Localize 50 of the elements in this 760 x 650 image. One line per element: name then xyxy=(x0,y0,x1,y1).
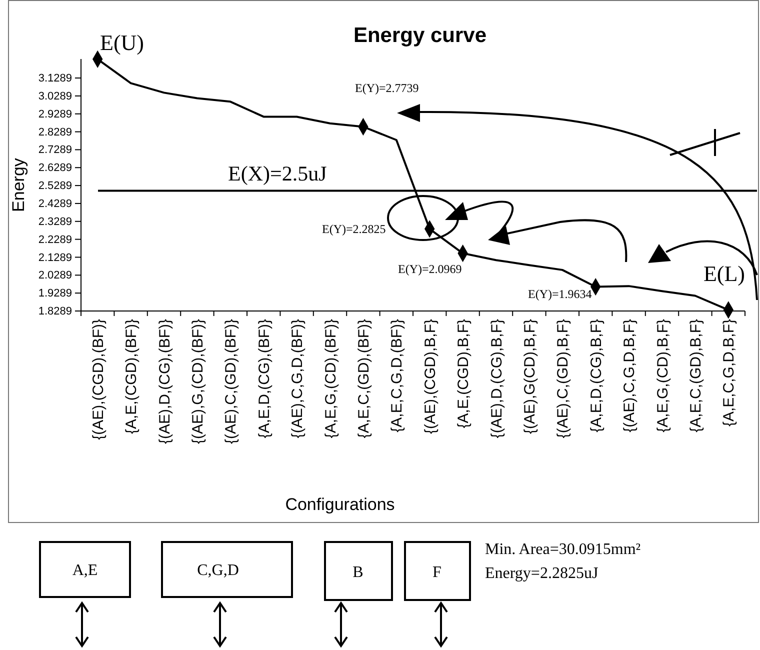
x-tick-label: {A,E,(CGD),(BF)} xyxy=(123,319,140,434)
x-tick-label: {A,E,C,G,D,(BF)} xyxy=(388,319,406,432)
y-tick-label: 2.0289 xyxy=(38,270,72,282)
x-tick-label: {A,E,D,(CG),B,F} xyxy=(588,319,605,432)
x-tick-label: {(AE),(CGD),(BF)} xyxy=(90,319,107,440)
text: C,G,D xyxy=(197,562,239,579)
y-tick-label: 2.3289 xyxy=(38,216,72,228)
x-tick-label: {(AE),D,(CG),(BF)} xyxy=(156,319,174,444)
x-tick-label: {A,E,G,(CD),B,F} xyxy=(654,319,672,432)
x-tick-label: {(AE),D,(CG),B,F} xyxy=(488,319,506,438)
x-tick-label: {A,E,C,(GD),(BF)} xyxy=(355,319,372,438)
annotation: E(Y)=2.7739 xyxy=(355,81,419,95)
x-tick-label: {A,E,G,(CD),(BF)} xyxy=(322,319,340,438)
chart-title: Energy curve xyxy=(353,24,487,47)
x-tick-label: {(AE),C,G,D,(BF)} xyxy=(289,319,306,438)
ref-line-label: E(X)=2.5uJ xyxy=(228,162,327,186)
annotation: E(Y)=2.2825 xyxy=(322,222,386,236)
y-tick-label: 3.1289 xyxy=(38,72,72,85)
y-tick-label: 1.8289 xyxy=(38,306,72,318)
text: E(U) xyxy=(100,30,144,55)
x-tick-label: {A,E,D,(CG),(BF)} xyxy=(256,319,273,438)
y-tick-label: 2.2289 xyxy=(38,234,72,246)
x-tick-label: {A,E,C,G,D,B,F} xyxy=(720,319,738,427)
x-tick-label: {(AE),C,G,D,B,F} xyxy=(621,319,638,432)
y-tick-label: 1.9289 xyxy=(38,288,72,300)
y-tick-label: 2.9289 xyxy=(38,108,72,120)
text: F xyxy=(432,564,442,581)
x-tick-label: {(AE),G(CD),B,F} xyxy=(521,319,538,434)
x-axis-title: Configurations xyxy=(285,495,395,514)
text: A,E xyxy=(72,562,98,579)
annotation: E(Y)=1.9634 xyxy=(528,287,592,301)
x-tick-label: {(AE),C,(GD),(BF)} xyxy=(222,319,240,444)
text: B xyxy=(352,564,364,581)
y-tick-label: 2.1289 xyxy=(38,252,72,264)
text: Energy=2.2825uJ xyxy=(485,565,598,582)
y-tick-label: 3.0289 xyxy=(38,90,72,102)
y-axis-title: Energy xyxy=(9,158,28,212)
x-tick-label: {A,E,(CGD),B,F} xyxy=(455,319,472,428)
annotation: E(Y)=2.0969 xyxy=(398,262,462,276)
y-tick-label: 2.7289 xyxy=(38,144,72,156)
y-tick-label: 2.4289 xyxy=(38,198,72,210)
y-tick-label: 2.6289 xyxy=(38,162,72,174)
x-tick-label: {(AE),G,(CD),(BF)} xyxy=(189,319,206,444)
x-tick-label: {(AE),(CGD),B,F} xyxy=(422,319,439,434)
text: Min. Area=30.0915mm² xyxy=(485,541,641,558)
y-tick-label: 2.8289 xyxy=(38,126,72,138)
y-tick-label: 2.5289 xyxy=(38,180,72,192)
x-tick-label: {(AE),C,(GD),B,F} xyxy=(554,319,572,438)
annotation: E(L) xyxy=(703,261,745,286)
x-tick-label: {A,E,C,(GD),B,F} xyxy=(687,319,704,432)
